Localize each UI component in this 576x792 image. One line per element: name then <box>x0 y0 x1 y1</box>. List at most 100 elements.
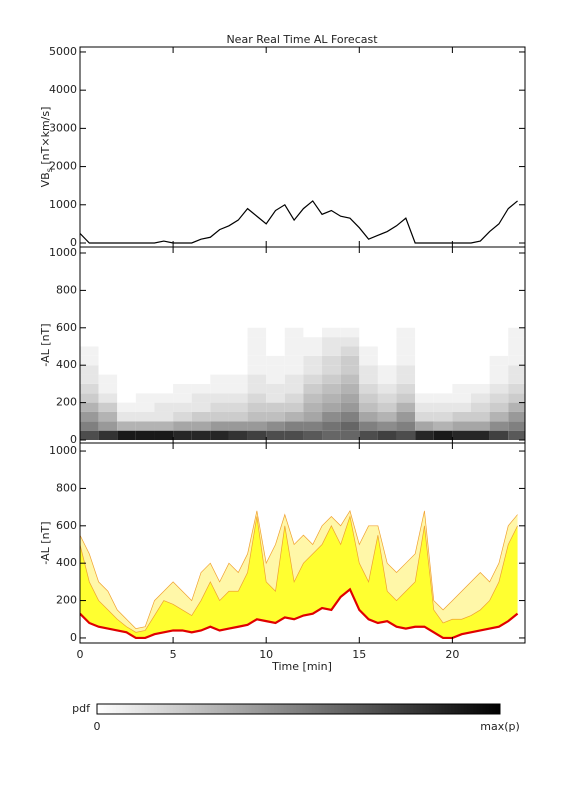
heat-cell <box>377 411 397 422</box>
heat-cell <box>489 337 509 347</box>
y-tick-label: 800 <box>56 283 77 296</box>
heat-cell <box>80 327 99 338</box>
heat-cell <box>284 374 304 384</box>
x-tick-label: 5 <box>170 648 177 661</box>
heat-cell <box>154 411 174 422</box>
heat-cell <box>80 346 99 356</box>
quantile-edge <box>80 515 518 633</box>
heat-cell <box>98 383 118 394</box>
heat-cell <box>154 355 174 366</box>
heat-cell <box>303 365 323 375</box>
heat-cell <box>489 365 509 375</box>
heat-cell <box>433 393 453 403</box>
y-tick-label: 600 <box>56 519 77 532</box>
heat-cell <box>284 355 304 366</box>
heat-cell <box>452 383 472 394</box>
heat-cell <box>415 421 434 431</box>
heat-cell <box>508 421 525 431</box>
heat-cell <box>508 337 525 347</box>
heat-cell <box>228 421 248 431</box>
heat-cell <box>135 393 155 403</box>
heat-cell <box>359 383 378 394</box>
heat-cell <box>98 327 118 338</box>
heat-cell <box>191 374 211 384</box>
heat-cell <box>508 383 525 394</box>
heat-cell <box>117 411 136 422</box>
heat-cell <box>340 393 360 403</box>
heat-cell <box>210 374 229 384</box>
heat-cell <box>396 411 416 422</box>
heat-cell <box>266 411 285 422</box>
heat-cell <box>266 393 285 403</box>
heat-cell <box>117 365 136 375</box>
heat-cell <box>284 421 304 431</box>
heat-cell <box>396 430 416 441</box>
heat-cell <box>396 346 416 356</box>
heat-cell <box>266 327 285 338</box>
heat-cell <box>433 365 453 375</box>
heat-cell <box>154 430 174 441</box>
heat-cell <box>117 430 136 441</box>
heat-cell <box>508 346 525 356</box>
y-tick-label: 1000 <box>49 246 77 259</box>
heat-cell <box>154 346 174 356</box>
heat-cell <box>117 383 136 394</box>
heat-cell <box>284 393 304 403</box>
heat-cell <box>452 346 472 356</box>
heat-cell <box>80 430 99 441</box>
heat-cell <box>98 421 118 431</box>
heat-cell <box>247 402 267 412</box>
heat-cell <box>135 327 155 338</box>
heat-cell <box>471 402 490 412</box>
heat-cell <box>191 421 211 431</box>
heat-cell <box>322 346 341 356</box>
heat-cell <box>210 411 229 422</box>
heat-cell <box>489 402 509 412</box>
heat-cell <box>303 421 323 431</box>
heat-cell <box>247 337 267 347</box>
heat-cell <box>228 365 248 375</box>
heat-cell <box>396 327 416 338</box>
chart-title: Near Real Time AL Forecast <box>226 33 378 46</box>
heat-cell <box>135 383 155 394</box>
heat-cell <box>228 327 248 338</box>
heat-cell <box>433 327 453 338</box>
heat-cell <box>471 365 490 375</box>
x-tick-label: 15 <box>352 648 366 661</box>
heat-cell <box>80 393 99 403</box>
heat-cell <box>191 355 211 366</box>
heat-cell <box>117 393 136 403</box>
heat-cell <box>433 374 453 384</box>
plot-area <box>80 327 525 441</box>
heat-cell <box>359 365 378 375</box>
heat-cell <box>415 383 434 394</box>
heat-cell <box>173 383 192 394</box>
heat-cell <box>471 430 490 441</box>
heat-cell <box>80 421 99 431</box>
heat-cell <box>415 327 434 338</box>
heat-cell <box>303 402 323 412</box>
heat-cell <box>117 374 136 384</box>
heat-cell <box>117 327 136 338</box>
heat-cell <box>228 393 248 403</box>
colorbar-tick-label: max(p) <box>480 720 520 733</box>
heat-cell <box>322 337 341 347</box>
heat-cell <box>191 411 211 422</box>
heat-cell <box>154 393 174 403</box>
heat-cell <box>154 383 174 394</box>
heat-cell <box>452 365 472 375</box>
heat-cell <box>135 430 155 441</box>
heat-cell <box>452 355 472 366</box>
heat-cell <box>247 374 267 384</box>
heat-cell <box>471 337 490 347</box>
heat-cell <box>303 383 323 394</box>
heat-cell <box>433 346 453 356</box>
y-tick-label: 0 <box>70 433 77 446</box>
plot-area <box>80 509 519 640</box>
heat-cell <box>98 346 118 356</box>
heat-cell <box>284 383 304 394</box>
heat-cell <box>303 346 323 356</box>
heat-cell <box>284 411 304 422</box>
heat-cell <box>415 346 434 356</box>
heat-cell <box>452 337 472 347</box>
